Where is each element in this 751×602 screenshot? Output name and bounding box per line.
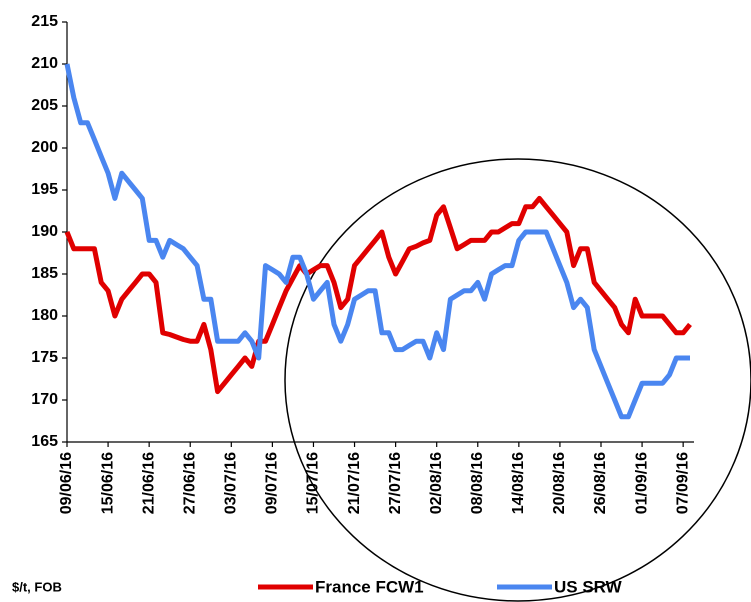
y-tick-label: 180: [31, 307, 58, 324]
y-tick-label: 170: [31, 391, 58, 408]
y-tick-label: 195: [31, 181, 58, 198]
y-tick-label: 210: [31, 55, 58, 72]
x-tick-label: 20/08/16: [551, 452, 568, 514]
y-tick-label: 190: [31, 223, 58, 240]
x-tick-label: 01/09/16: [633, 452, 650, 514]
y-tick-label: 185: [31, 265, 58, 282]
y-tick-label: 205: [31, 97, 58, 114]
x-tick-label: 08/08/16: [469, 452, 486, 514]
x-tick-label: 21/07/16: [346, 452, 363, 514]
y-tick-label: 175: [31, 349, 58, 366]
x-tick-label: 09/06/16: [58, 452, 75, 514]
highlight-ellipse: [284, 158, 751, 602]
x-tick-label: 14/08/16: [510, 452, 527, 514]
legend-label: US SRW: [554, 577, 623, 596]
x-tick-label: 03/07/16: [223, 452, 240, 514]
line-series: [64, 63, 690, 420]
x-tick-label: 09/07/16: [264, 452, 281, 514]
y-tick-label: 215: [31, 13, 58, 30]
x-tick-label: 27/07/16: [387, 452, 404, 514]
annotation: $/t, FOB: [12, 579, 62, 594]
x-tick-label: 26/08/16: [592, 452, 609, 514]
x-tick-label: 15/07/16: [305, 452, 322, 514]
x-tick-label: 15/06/16: [99, 452, 116, 514]
legend-label: France FCW1: [315, 577, 424, 596]
x-tick-label: 27/06/16: [181, 452, 198, 514]
x-tick-label: 07/09/16: [674, 452, 691, 514]
y-tick-label: 165: [31, 433, 58, 450]
line-series: [64, 195, 692, 395]
x-tick-label: 21/06/16: [140, 452, 157, 514]
x-tick-label: 02/08/16: [428, 452, 445, 514]
y-tick-label: 200: [31, 139, 58, 156]
